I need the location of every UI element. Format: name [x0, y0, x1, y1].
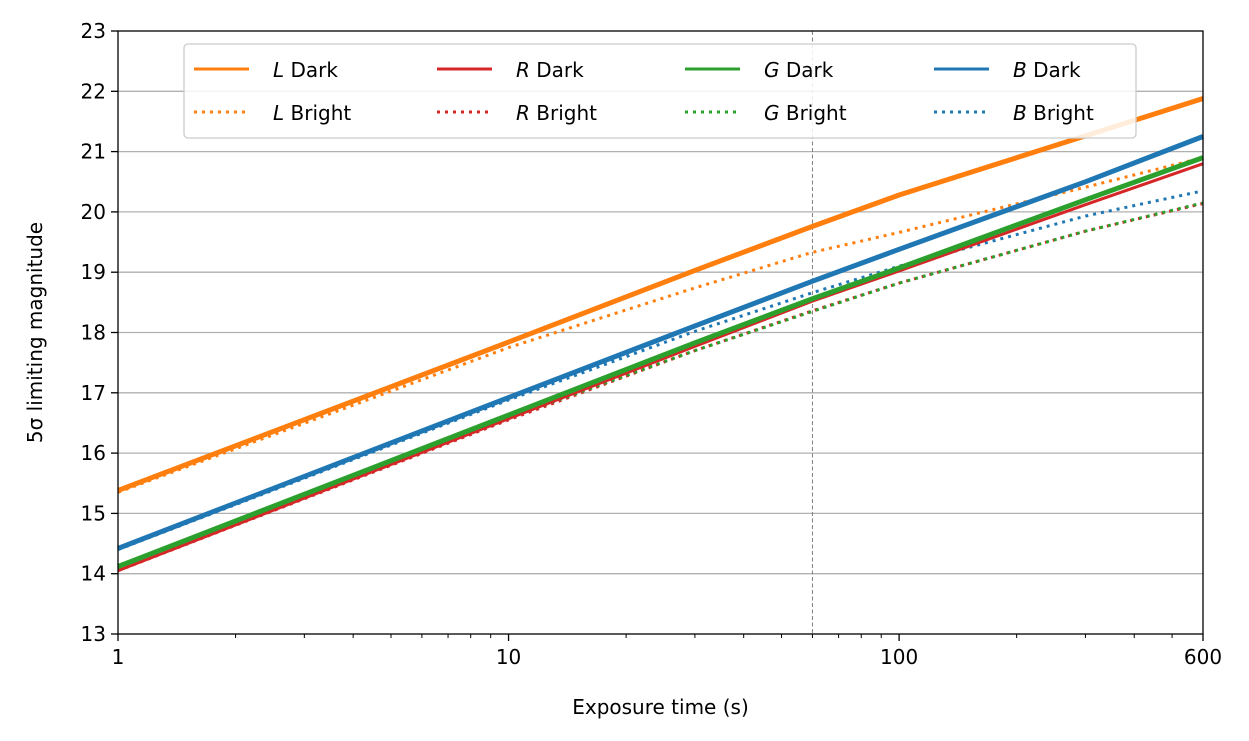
legend-band-letter: R — [516, 58, 530, 82]
legend-band-letter: B — [1013, 58, 1027, 82]
y-tick-label: 16 — [81, 441, 106, 465]
legend-label-L-bright: L Bright — [273, 101, 351, 125]
series-line-B-dark — [117, 134, 1204, 551]
legend-label-R-dark: R Dark — [516, 58, 584, 82]
y-tick-label: 20 — [81, 200, 106, 224]
legend-band-letter: L — [273, 58, 284, 82]
x-tick-label: 600 — [1184, 645, 1222, 669]
y-tick-label: 22 — [81, 79, 106, 103]
legend-band-letter: B — [1013, 101, 1027, 125]
legend-band-letter: G — [764, 58, 780, 82]
legend-condition: Dark — [530, 58, 584, 82]
series-line-L-bright — [117, 156, 1204, 494]
series-line-L-dark — [117, 96, 1204, 493]
legend-condition: Dark — [1027, 58, 1081, 82]
legend-condition: Bright — [284, 101, 351, 125]
axis-ticks: 1 10 100 600 13 14 15 16 17 18 19 20 21 22 23 — [81, 19, 1223, 669]
legend-condition: Bright — [530, 101, 597, 125]
y-tick-label: 18 — [81, 321, 106, 345]
y-tick-label: 23 — [81, 19, 106, 43]
x-tick-label: 10 — [496, 645, 521, 669]
series-line-G-dark — [117, 155, 1204, 569]
legend-label-R-bright: R Bright — [516, 101, 597, 125]
y-tick-label: 15 — [81, 501, 106, 525]
series-line-R-dark — [117, 162, 1204, 573]
legend-label-L-dark: L Dark — [273, 58, 338, 82]
x-tick-label: 1 — [112, 645, 125, 669]
x-axis-label: Exposure time (s) — [572, 695, 749, 719]
legend-condition: Bright — [780, 101, 847, 125]
legend-band-letter: G — [764, 101, 780, 125]
y-tick-label: 14 — [81, 562, 106, 586]
y-tick-label: 21 — [81, 140, 106, 164]
legend-band-letter: L — [273, 101, 284, 125]
y-axis-label: 5σ limiting magnitude — [23, 222, 47, 443]
legend-band-letter: R — [516, 101, 530, 125]
series-layer — [117, 96, 1204, 573]
series-line-R-bright — [117, 202, 1204, 573]
y-tick-label: 13 — [81, 622, 106, 646]
legend-condition: Dark — [780, 58, 834, 82]
legend-label-B-bright: B Bright — [1013, 101, 1094, 125]
legend-box — [183, 43, 1137, 139]
legend-label-B-dark: B Dark — [1013, 58, 1081, 82]
y-tick-label: 17 — [81, 381, 106, 405]
legend-condition: Dark — [284, 58, 338, 82]
legend-label-G-dark: G Dark — [764, 58, 834, 82]
x-tick-label: 100 — [880, 645, 918, 669]
legend-condition: Bright — [1027, 101, 1094, 125]
y-tick-label: 19 — [81, 260, 106, 284]
legend-label-G-bright: G Bright — [764, 101, 847, 125]
